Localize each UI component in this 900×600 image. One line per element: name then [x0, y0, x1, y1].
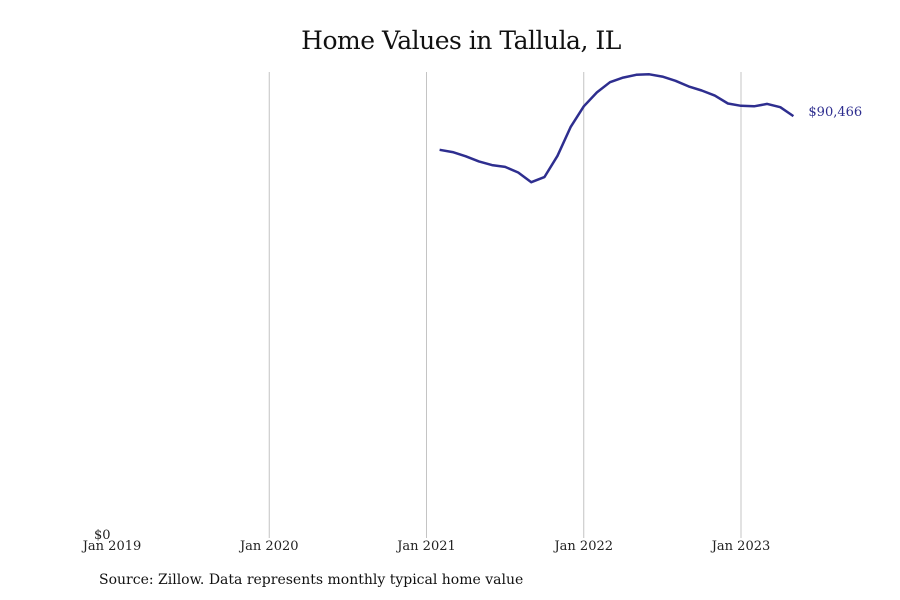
series-line-0	[439, 73, 795, 184]
chart-title: Home Values in Tallula, IL	[301, 26, 621, 55]
end-value-label: $90,466	[808, 105, 862, 120]
x-tick-label: Jan 2023	[710, 539, 771, 554]
x-tick-label: Jan 2020	[238, 539, 299, 554]
x-tick-label: Jan 2021	[395, 539, 456, 554]
source-note: Source: Zillow. Data represents monthly …	[99, 572, 524, 588]
y-tick-label: $0	[94, 528, 111, 543]
x-tick-label: Jan 2019	[81, 539, 142, 554]
x-tick-label: Jan 2022	[552, 539, 613, 554]
